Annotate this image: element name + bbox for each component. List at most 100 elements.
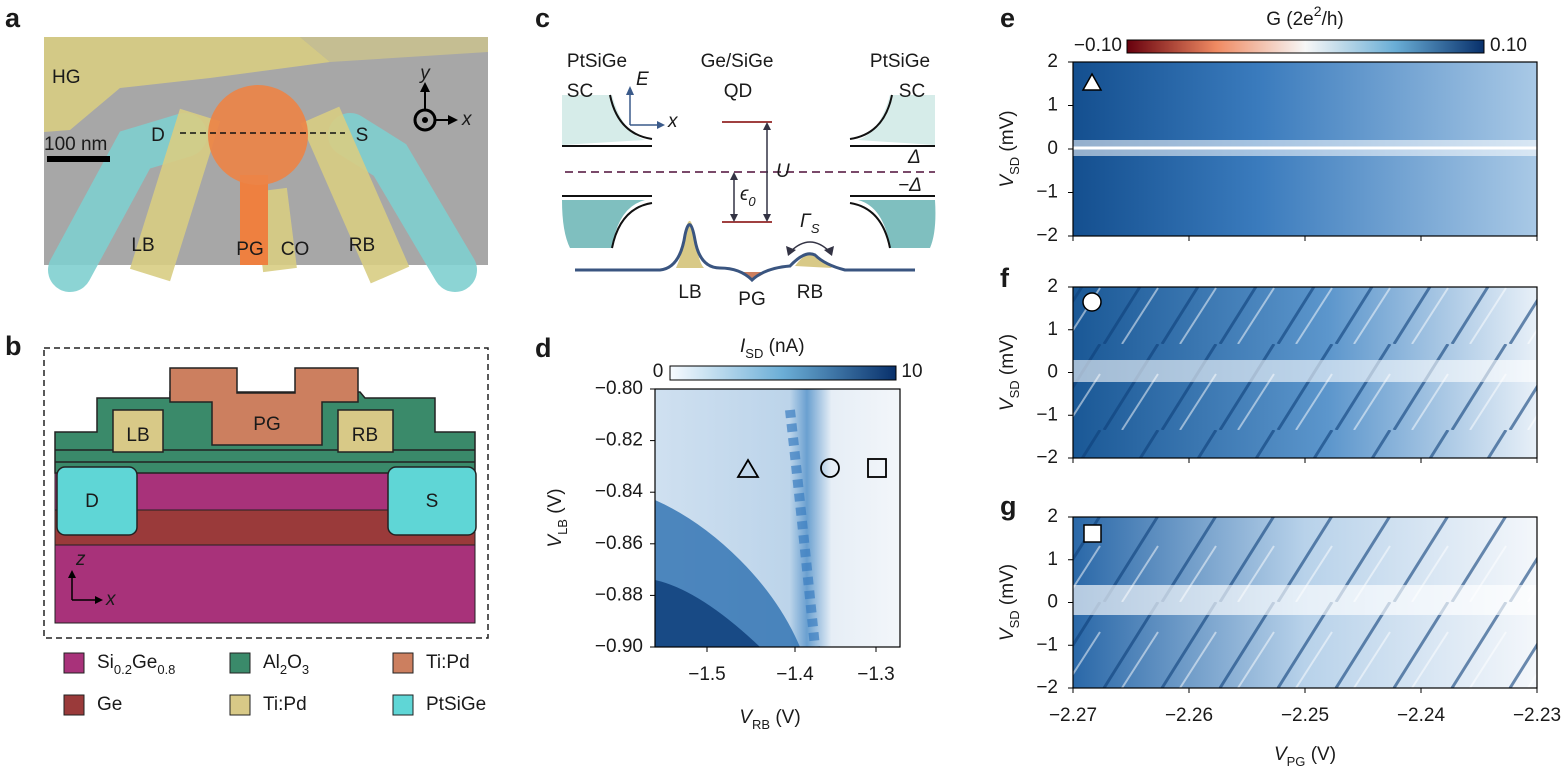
shape (420, 82, 430, 92)
axis-label: x (105, 589, 117, 610)
y-axis-label: VSD (mV) (997, 110, 1022, 187)
legend-swatch (63, 652, 85, 674)
legend-swatch (229, 694, 251, 716)
axis-label: z (75, 549, 86, 570)
shape (44, 37, 330, 132)
shape (1081, 72, 1103, 91)
shape (849, 94, 893, 140)
x-tick-label: −2.27 (1049, 705, 1097, 726)
shape (1082, 292, 1102, 312)
shape (858, 200, 936, 248)
legend-label-part: Ge (132, 652, 157, 673)
shape (575, 223, 915, 283)
coupling-label-part: S (811, 221, 820, 236)
energy-label-part: ϵ (740, 184, 749, 205)
shape (129, 108, 221, 282)
barrier-label: RB (797, 282, 823, 303)
y-axis-label-part: LB (555, 519, 570, 535)
shape (300, 37, 488, 62)
y-tick-label: 1 (1047, 549, 1058, 570)
legend-swatch (63, 694, 85, 716)
x-axis-label-part: RB (752, 717, 770, 732)
legend-label-part: Al (263, 652, 280, 673)
x-tick-label: −2.25 (1281, 705, 1329, 726)
shape (68, 570, 76, 578)
colorbar-tick-label: 0.10 (1490, 35, 1527, 56)
y-tick-label: 0 (1047, 362, 1058, 383)
axis-label: x (461, 109, 473, 130)
coupling-label: ΓS (800, 211, 820, 236)
energy-label: U (776, 161, 790, 182)
shape (609, 94, 653, 140)
y-axis-label-part: SD (1007, 157, 1022, 175)
x-tick-label: −1.4 (776, 664, 814, 685)
shape (1073, 360, 1537, 382)
legend-label-part: 0.2 (114, 662, 132, 677)
y-tick-label: −0.80 (595, 378, 643, 399)
legend-label-part: 0.8 (157, 662, 175, 677)
colorbar-tick-label: 10 (901, 361, 922, 382)
panel-letter: a (5, 3, 21, 33)
y-tick-label: −0.86 (595, 533, 643, 554)
gate-label: RB (349, 235, 375, 256)
colorbar-title: G (2e2/h) (1266, 3, 1344, 30)
y-axis-label-part: (mV) (997, 334, 1018, 380)
y-tick-label: 2 (1047, 506, 1058, 527)
shape (657, 121, 665, 129)
layer-label: PG (253, 414, 280, 435)
shape (337, 409, 394, 453)
shape (562, 200, 645, 248)
y-tick-label: 0 (1047, 138, 1058, 159)
colorbar-title-part: SD (745, 346, 763, 361)
legend-label-part: Ti:Pd (426, 652, 470, 673)
panel-letter: d (535, 333, 552, 363)
y-axis-label-part: (V) (545, 488, 566, 519)
region-label: SC (899, 81, 925, 102)
x-axis-label: VPG (V) (1274, 744, 1336, 769)
y-axis-label-part: (mV) (997, 564, 1018, 610)
y-tick-label: −0.82 (595, 430, 643, 451)
energy-label: ϵ0 (740, 184, 756, 209)
y-tick-label: −0.90 (595, 636, 643, 657)
region-label: SC (567, 81, 593, 102)
legend-label-part: 2 (280, 662, 287, 677)
y-tick-label: −0.84 (595, 481, 644, 502)
legend-label-part: Ti:Pd (263, 694, 307, 715)
colorbar-title-part: G (2e (1266, 9, 1314, 30)
y-axis-label-part: V (545, 533, 566, 548)
shape (1073, 585, 1537, 615)
panel-letter: c (535, 3, 550, 33)
shape (562, 95, 645, 145)
legend-label: Si0.2Ge0.8 (97, 652, 175, 677)
y-tick-label: −1 (1036, 404, 1058, 425)
y-tick-label: 0 (1047, 592, 1058, 613)
y-tick-label: −1 (1036, 182, 1058, 203)
x-axis-label-part: V (1274, 744, 1289, 765)
gate-label: S (356, 125, 369, 146)
shape (849, 202, 891, 249)
colorbar-title: ISD (nA) (740, 336, 805, 361)
shape (208, 85, 308, 185)
shape (48, 113, 207, 292)
gate-label: HG (52, 67, 81, 88)
panel-letter: f (1000, 263, 1010, 293)
gate-label: LB (131, 235, 154, 256)
x-axis-label-part: PG (1287, 754, 1306, 769)
legend-label-part: 3 (302, 662, 309, 677)
barrier-label: PG (738, 289, 765, 310)
y-tick-label: 2 (1047, 51, 1058, 72)
energy-label-part: 0 (748, 194, 756, 209)
shape (820, 458, 840, 478)
y-axis-label: VLB (V) (545, 488, 570, 547)
shape (328, 113, 477, 292)
y-axis-label-part: (mV) (997, 110, 1018, 156)
y-axis-label-part: SD (1007, 610, 1022, 628)
coupling-label-part: Γ (800, 211, 812, 232)
shape (858, 95, 935, 145)
shape (387, 466, 477, 536)
shape (1083, 524, 1102, 543)
x-axis-label-part: V (739, 707, 754, 728)
colorbar-tick-label: 0 (653, 361, 664, 382)
x-tick-label: −2.24 (1397, 705, 1446, 726)
